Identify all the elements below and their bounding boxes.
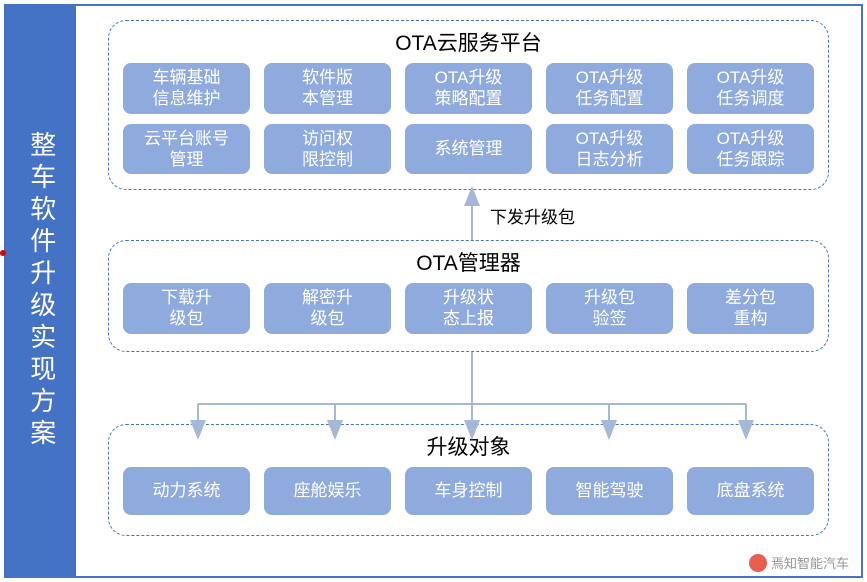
red-dot-marker: [0, 250, 6, 256]
box: OTA升级 策略配置: [405, 63, 532, 114]
panel-manager: OTA管理器 下载升 级包解密升 级包升级状 态上报升级包 验签差分包 重构: [108, 240, 829, 352]
panel-target-title: 升级对象: [109, 431, 828, 461]
box: 智能驾驶: [546, 467, 673, 515]
box: 升级包 验签: [546, 283, 673, 334]
watermark-icon: [749, 554, 767, 572]
sidebar-title: 整车软件升级实现方案: [20, 131, 62, 451]
box-row: 车辆基础 信息维护软件版 本管理 OTA升级 策略配置 OTA升级 任务配置 OTA升…: [109, 63, 828, 124]
connector-label-downlink: 下发升级包: [490, 203, 575, 228]
watermark-text: 焉知智能汽车: [771, 553, 849, 572]
diagram-frame: 整车软件升级实现方案 OTA云服务平台 车辆基础 信息维护软件版 本管理 OTA升…: [4, 4, 863, 578]
box: OTA升级 任务跟踪: [687, 124, 814, 175]
box-row: 云平台账号 管理访问权 限控制系统管理 OTA升级 日志分析 OTA升级 任务跟踪: [109, 124, 828, 185]
box: 底盘系统: [687, 467, 814, 515]
box: 动力系统: [123, 467, 250, 515]
box: 云平台账号 管理: [123, 124, 250, 175]
box: OTA升级 任务调度: [687, 63, 814, 114]
panel-manager-title: OTA管理器: [109, 247, 828, 277]
box: 解密升 级包: [264, 283, 391, 334]
box: 访问权 限控制: [264, 124, 391, 175]
box-row: 动力系统座舱娱乐车身控制智能驾驶底盘系统: [109, 467, 828, 525]
box: 车辆基础 信息维护: [123, 63, 250, 114]
box-row: 下载升 级包解密升 级包升级状 态上报升级包 验签差分包 重构: [109, 283, 828, 344]
box: 差分包 重构: [687, 283, 814, 334]
content-area: OTA云服务平台 车辆基础 信息维护软件版 本管理 OTA升级 策略配置 OTA升级…: [76, 6, 861, 576]
watermark: 焉知智能汽车: [749, 553, 849, 572]
box: OTA升级 任务配置: [546, 63, 673, 114]
box: 车身控制: [405, 467, 532, 515]
box: 下载升 级包: [123, 283, 250, 334]
panel-cloud-title: OTA云服务平台: [109, 27, 828, 57]
box: 座舱娱乐: [264, 467, 391, 515]
box: 系统管理: [405, 124, 532, 175]
panel-target: 升级对象 动力系统座舱娱乐车身控制智能驾驶底盘系统: [108, 424, 829, 536]
box: 升级状 态上报: [405, 283, 532, 334]
sidebar: 整车软件升级实现方案: [6, 6, 76, 576]
panel-cloud: OTA云服务平台 车辆基础 信息维护软件版 本管理 OTA升级 策略配置 OTA升级…: [108, 20, 829, 190]
box: OTA升级 日志分析: [546, 124, 673, 175]
box: 软件版 本管理: [264, 63, 391, 114]
